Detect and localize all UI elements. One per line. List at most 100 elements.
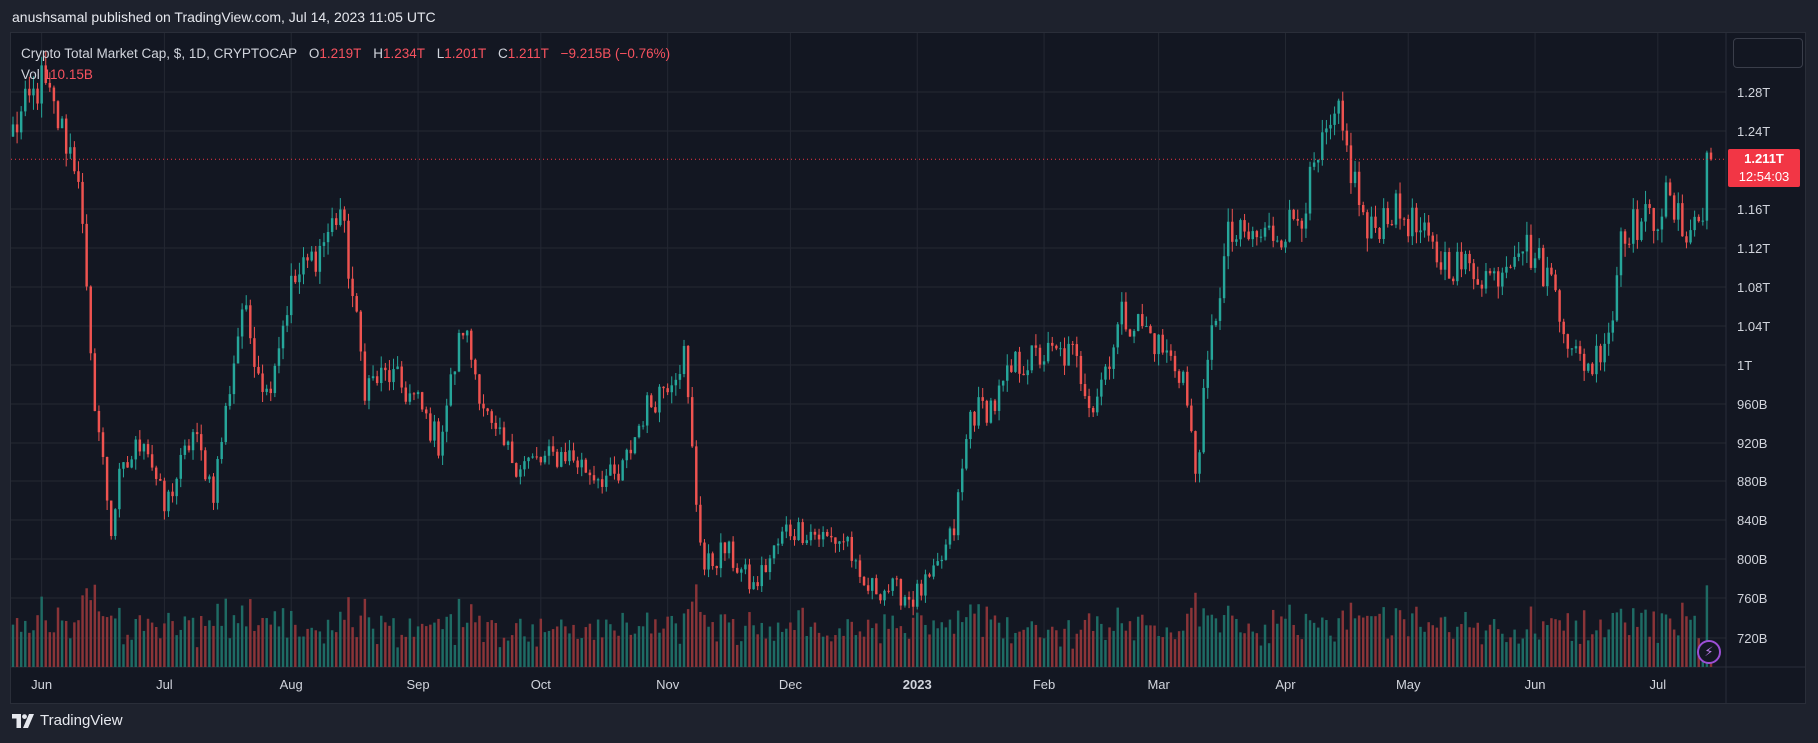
candle-body — [944, 544, 948, 560]
tradingview-logo[interactable]: TradingView — [12, 712, 123, 729]
high-label: H — [373, 46, 383, 61]
volume-bar — [404, 636, 408, 667]
candle-body — [1427, 222, 1430, 236]
candle-body — [494, 422, 498, 429]
volume-bar — [1206, 615, 1209, 667]
candle-body — [1235, 239, 1238, 242]
volume-bar — [1443, 616, 1447, 667]
volume-bar — [1664, 614, 1668, 667]
candle-body — [1357, 171, 1361, 206]
candle-body — [621, 460, 624, 481]
volume-bar — [760, 622, 763, 667]
volume-bar — [97, 611, 101, 667]
volume-bar — [1517, 643, 1520, 667]
volume-bar — [842, 635, 845, 667]
volume-bar — [208, 620, 211, 667]
chart-panel[interactable] — [10, 32, 1806, 704]
price-tick-label: 1.08T — [1737, 280, 1770, 295]
candle-body — [1006, 365, 1009, 381]
candle-body — [11, 124, 15, 137]
candle-body — [1578, 346, 1582, 354]
lightning-icon[interactable]: ⚡ — [1697, 640, 1721, 664]
candle-body — [1280, 240, 1283, 248]
open-label: O — [308, 46, 320, 61]
candle-body — [32, 88, 35, 96]
candle-body — [130, 459, 133, 468]
candle-body — [461, 332, 465, 336]
volume-bar — [261, 617, 264, 667]
candle-body — [1652, 208, 1655, 231]
candle-body — [1452, 278, 1455, 282]
volume-bar — [159, 638, 162, 667]
candle-body — [1636, 209, 1639, 240]
candle-body — [932, 565, 935, 577]
volume-bar — [993, 615, 997, 667]
candle-body — [167, 491, 170, 512]
candle-body — [1566, 334, 1570, 349]
volume-bar — [1427, 622, 1430, 667]
candle-body — [1501, 272, 1504, 287]
time-tick-label: Apr — [1275, 677, 1296, 692]
volume-bar — [625, 622, 628, 667]
volume-bar — [1648, 636, 1651, 667]
volume-bars — [11, 584, 1713, 667]
candle-body — [1341, 100, 1344, 131]
volume-bar — [1026, 627, 1029, 667]
volume-bar — [605, 619, 608, 667]
volume-bar — [1186, 613, 1189, 667]
candle-body — [1186, 371, 1189, 406]
candle-body — [846, 536, 849, 542]
volume-bar — [1492, 619, 1496, 667]
brand-name: TradingView — [40, 712, 123, 729]
volume-bar — [1018, 631, 1021, 667]
symbol-title[interactable]: Crypto Total Market Cap, $, 1D, CRYPTOCA… — [21, 46, 298, 61]
candle-body — [126, 462, 129, 468]
volume-bar — [163, 623, 166, 667]
volume-bar — [1067, 620, 1070, 667]
volume-bar — [1325, 620, 1328, 667]
volume-bar — [486, 622, 489, 667]
volume-bar — [850, 621, 853, 667]
candle-body — [1145, 326, 1148, 328]
candle-body — [1709, 152, 1713, 160]
candle-body — [1558, 290, 1561, 322]
candle-body — [1100, 379, 1103, 397]
candle-body — [1685, 236, 1688, 243]
candle-body — [298, 274, 301, 283]
volume-bar — [883, 614, 886, 667]
candle-body — [281, 325, 285, 349]
candle-body — [15, 124, 19, 133]
candle-body — [1063, 348, 1066, 366]
volume-label: Vol — [21, 67, 40, 82]
volume-bar — [825, 635, 829, 667]
volume-bar — [866, 619, 870, 667]
candle-body — [294, 275, 297, 283]
candle-body — [650, 395, 653, 408]
volume-bar — [1681, 602, 1684, 667]
volume-bar — [1636, 626, 1639, 667]
bar-countdown: 12:54:03 — [1738, 169, 1790, 184]
candle-body — [780, 531, 784, 544]
candle-body — [249, 305, 252, 339]
volume-bar — [961, 622, 964, 667]
volume-bar — [645, 612, 649, 667]
volume-bar — [617, 635, 620, 667]
top-right-control[interactable] — [1733, 38, 1803, 68]
volume-bar — [1239, 632, 1242, 667]
volume-bar — [1243, 633, 1246, 667]
volume-bar — [126, 634, 129, 667]
candle-body — [1169, 350, 1173, 356]
candle-body — [793, 536, 796, 541]
candle-body — [1386, 208, 1389, 225]
candle-body — [355, 296, 358, 312]
candle-body — [985, 400, 989, 423]
candle-body — [1537, 247, 1541, 259]
candle-body — [1435, 241, 1439, 263]
volume-bar — [1619, 608, 1623, 667]
candle-body — [191, 432, 195, 451]
candle-body — [756, 582, 759, 587]
candle-body — [1206, 359, 1209, 388]
candle-body — [105, 456, 109, 501]
candle-body — [629, 449, 633, 454]
